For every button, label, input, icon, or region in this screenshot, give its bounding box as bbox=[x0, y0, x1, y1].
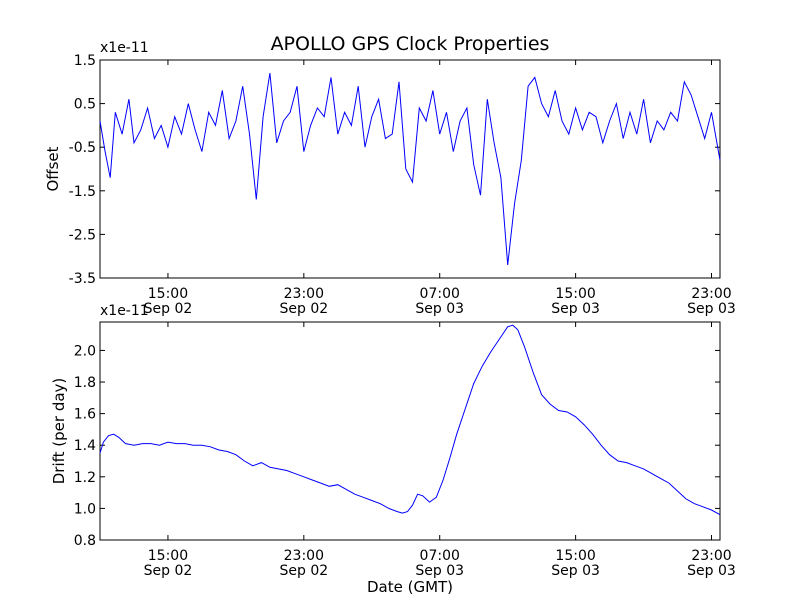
drift-y-tick-label: 1.4 bbox=[74, 438, 96, 454]
drift-x-tick-time: 15:00 bbox=[148, 548, 188, 564]
offset-exponent-label: x1e-11 bbox=[100, 40, 149, 56]
drift-y-tick-label: 1.6 bbox=[74, 407, 96, 423]
drift-x-tick-date: Sep 02 bbox=[280, 563, 329, 579]
drift-x-tick-time: 23:00 bbox=[284, 548, 324, 564]
offset-panel: x1e-11 Offset 1.5 0.5 -0.5 -1.5 -2.5 -3.5 15:… bbox=[44, 40, 736, 317]
x-axis-label: Date (GMT) bbox=[367, 578, 453, 596]
offset-x-tick-date: Sep 03 bbox=[415, 301, 464, 317]
drift-panel: x1e-11 Drift (per day) Date (GMT) 2.0 1.8… bbox=[50, 303, 736, 596]
offset-y-axis-label: Offset bbox=[44, 146, 62, 191]
drift-y-tick-label: 2.0 bbox=[74, 343, 96, 359]
offset-x-tick-date: Sep 02 bbox=[144, 301, 193, 317]
drift-y-tick-label: 1.2 bbox=[74, 470, 96, 486]
offset-y-tick-label: -3.5 bbox=[69, 271, 96, 287]
drift-x-tick-date: Sep 03 bbox=[687, 563, 736, 579]
offset-x-tick-date: Sep 03 bbox=[687, 301, 736, 317]
drift-x-tick-date: Sep 02 bbox=[144, 563, 193, 579]
drift-y-tick-label: 0.8 bbox=[74, 533, 96, 549]
offset-series-line bbox=[99, 73, 721, 265]
offset-axes-frame bbox=[99, 59, 721, 279]
offset-x-tick-time: 07:00 bbox=[420, 286, 460, 302]
offset-y-tick-label: -0.5 bbox=[69, 140, 96, 156]
offset-x-tick-time: 23:00 bbox=[691, 286, 731, 302]
drift-y-axis-label: Drift (per day) bbox=[50, 378, 68, 485]
offset-x-tick-time: 15:00 bbox=[148, 286, 188, 302]
offset-y-tick-label: 1.5 bbox=[74, 53, 96, 69]
drift-x-tick-date: Sep 03 bbox=[415, 563, 464, 579]
drift-y-tick-label: 1.8 bbox=[74, 375, 96, 391]
offset-y-tick-label: 0.5 bbox=[74, 97, 96, 113]
chart-title: APOLLO GPS Clock Properties bbox=[271, 33, 550, 55]
drift-y-tick-label: 1.0 bbox=[74, 501, 96, 517]
drift-x-tick-time: 07:00 bbox=[420, 548, 460, 564]
offset-y-tick-label: -2.5 bbox=[69, 227, 96, 243]
offset-y-tick-label: -1.5 bbox=[69, 184, 96, 200]
drift-axes-frame bbox=[99, 321, 721, 541]
offset-x-tick-date: Sep 03 bbox=[551, 301, 600, 317]
offset-x-tick-time: 23:00 bbox=[284, 286, 324, 302]
offset-x-tick-time: 15:00 bbox=[555, 286, 595, 302]
drift-series-line bbox=[99, 324, 721, 516]
drift-x-tick-time: 15:00 bbox=[555, 548, 595, 564]
drift-x-tick-date: Sep 03 bbox=[551, 563, 600, 579]
drift-exponent-label: x1e-11 bbox=[100, 303, 149, 319]
drift-x-tick-time: 23:00 bbox=[691, 548, 731, 564]
offset-x-tick-date: Sep 02 bbox=[280, 301, 329, 317]
